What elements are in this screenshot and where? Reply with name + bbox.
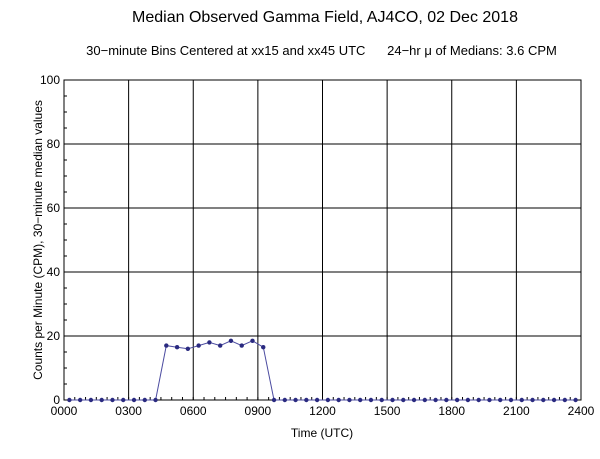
x-tick-label: 0300: [115, 404, 142, 418]
data-point: [142, 397, 147, 403]
data-point: [207, 340, 212, 345]
data-point: [185, 346, 191, 351]
x-axis-tick-labels: 0000 0300 0600 0900 1200 1500 1800 2100 2400: [51, 404, 595, 418]
data-point: [239, 343, 244, 348]
data-point: [498, 397, 503, 403]
data-point: [336, 397, 341, 403]
data-point: [551, 397, 557, 403]
series: [67, 338, 578, 403]
y-tick-label: 100: [40, 73, 60, 87]
x-tick-label: 0600: [180, 404, 207, 418]
x-tick-label: 2400: [568, 404, 595, 418]
data-point: [530, 397, 535, 403]
x-tick-label: 0000: [51, 404, 78, 418]
data-point: [444, 397, 449, 403]
data-point: [131, 397, 137, 403]
data-point: [508, 397, 514, 403]
data-point: [562, 397, 568, 403]
data-point: [454, 397, 460, 403]
data-point: [174, 345, 180, 350]
data-point: [250, 338, 255, 343]
data-point: [422, 397, 428, 403]
data-point: [314, 397, 320, 403]
x-tick-label: 1800: [438, 404, 465, 418]
data-point: [196, 343, 201, 348]
data-point: [153, 397, 158, 403]
data-point: [164, 343, 169, 348]
y-tick-label: 20: [47, 329, 61, 343]
data-point: [379, 397, 384, 403]
data-point: [293, 397, 298, 403]
chart-title: Median Observed Gamma Field, AJ4CO, 02 D…: [132, 9, 518, 26]
data-point: [121, 397, 126, 403]
data-point: [228, 338, 234, 343]
data-point: [217, 343, 223, 348]
y-axis-title: Counts per Minute (CPM), 30−minute media…: [31, 100, 45, 380]
data-point: [368, 397, 374, 403]
data-point: [325, 397, 331, 403]
grid: [64, 80, 581, 400]
data-point: [357, 397, 363, 403]
data-point: [88, 397, 94, 403]
data-point: [99, 397, 104, 403]
x-tick-label: 0900: [245, 404, 272, 418]
x-tick-label: 1200: [309, 404, 336, 418]
data-point: [282, 397, 288, 403]
data-point: [519, 397, 524, 403]
data-point: [411, 397, 417, 403]
data-point: [541, 397, 546, 403]
y-tick-label: 0: [53, 393, 60, 407]
data-point: [465, 397, 471, 403]
y-tick-label: 60: [47, 201, 61, 215]
data-point: [261, 345, 266, 350]
data-point: [433, 397, 438, 403]
x-tick-label: 1500: [374, 404, 401, 418]
data-point: [390, 397, 395, 403]
y-axis-tick-labels: 0 20 40 60 80 100: [40, 73, 60, 407]
data-point: [573, 397, 578, 403]
data-point: [487, 397, 492, 403]
data-point: [476, 397, 481, 403]
chart-subtitle: 30−minute Bins Centered at xx15 and xx45…: [86, 43, 557, 58]
data-point: [347, 397, 352, 403]
data-point: [271, 397, 277, 403]
data-point: [77, 397, 83, 403]
data-point: [401, 397, 406, 403]
x-tick-label: 2100: [503, 404, 530, 418]
data-point: [304, 397, 309, 403]
x-axis-title: Time (UTC): [291, 426, 353, 440]
data-point: [67, 397, 72, 403]
y-tick-label: 40: [47, 265, 61, 279]
y-tick-label: 80: [47, 137, 61, 151]
data-point: [110, 397, 115, 403]
